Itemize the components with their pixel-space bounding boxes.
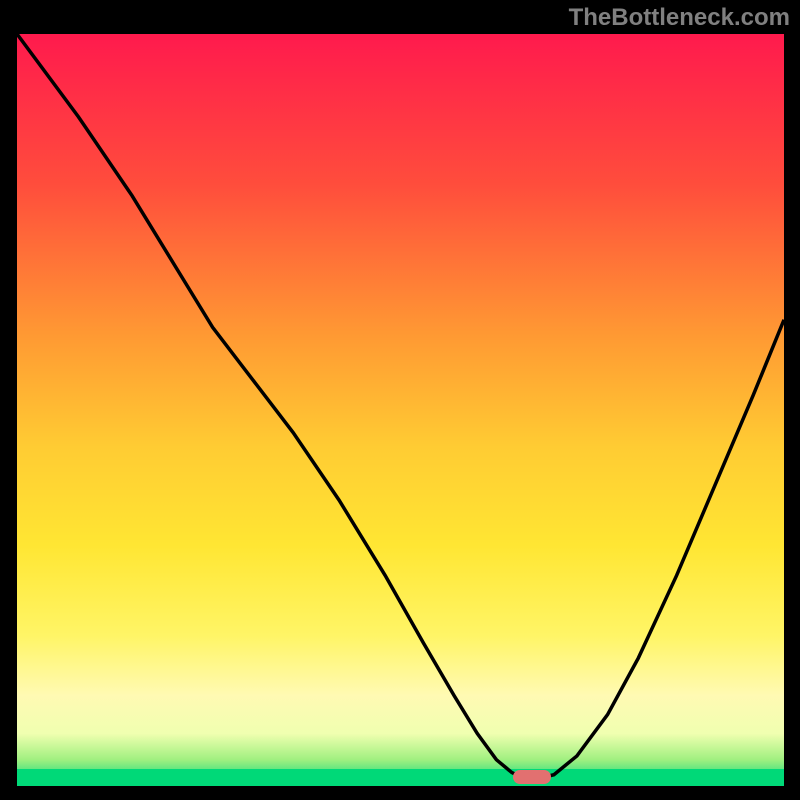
watermark-text: TheBottleneck.com [569,4,790,32]
curve-path [17,34,784,778]
target-marker [513,770,551,784]
bottleneck-curve [17,34,784,786]
plot-frame [13,30,788,790]
